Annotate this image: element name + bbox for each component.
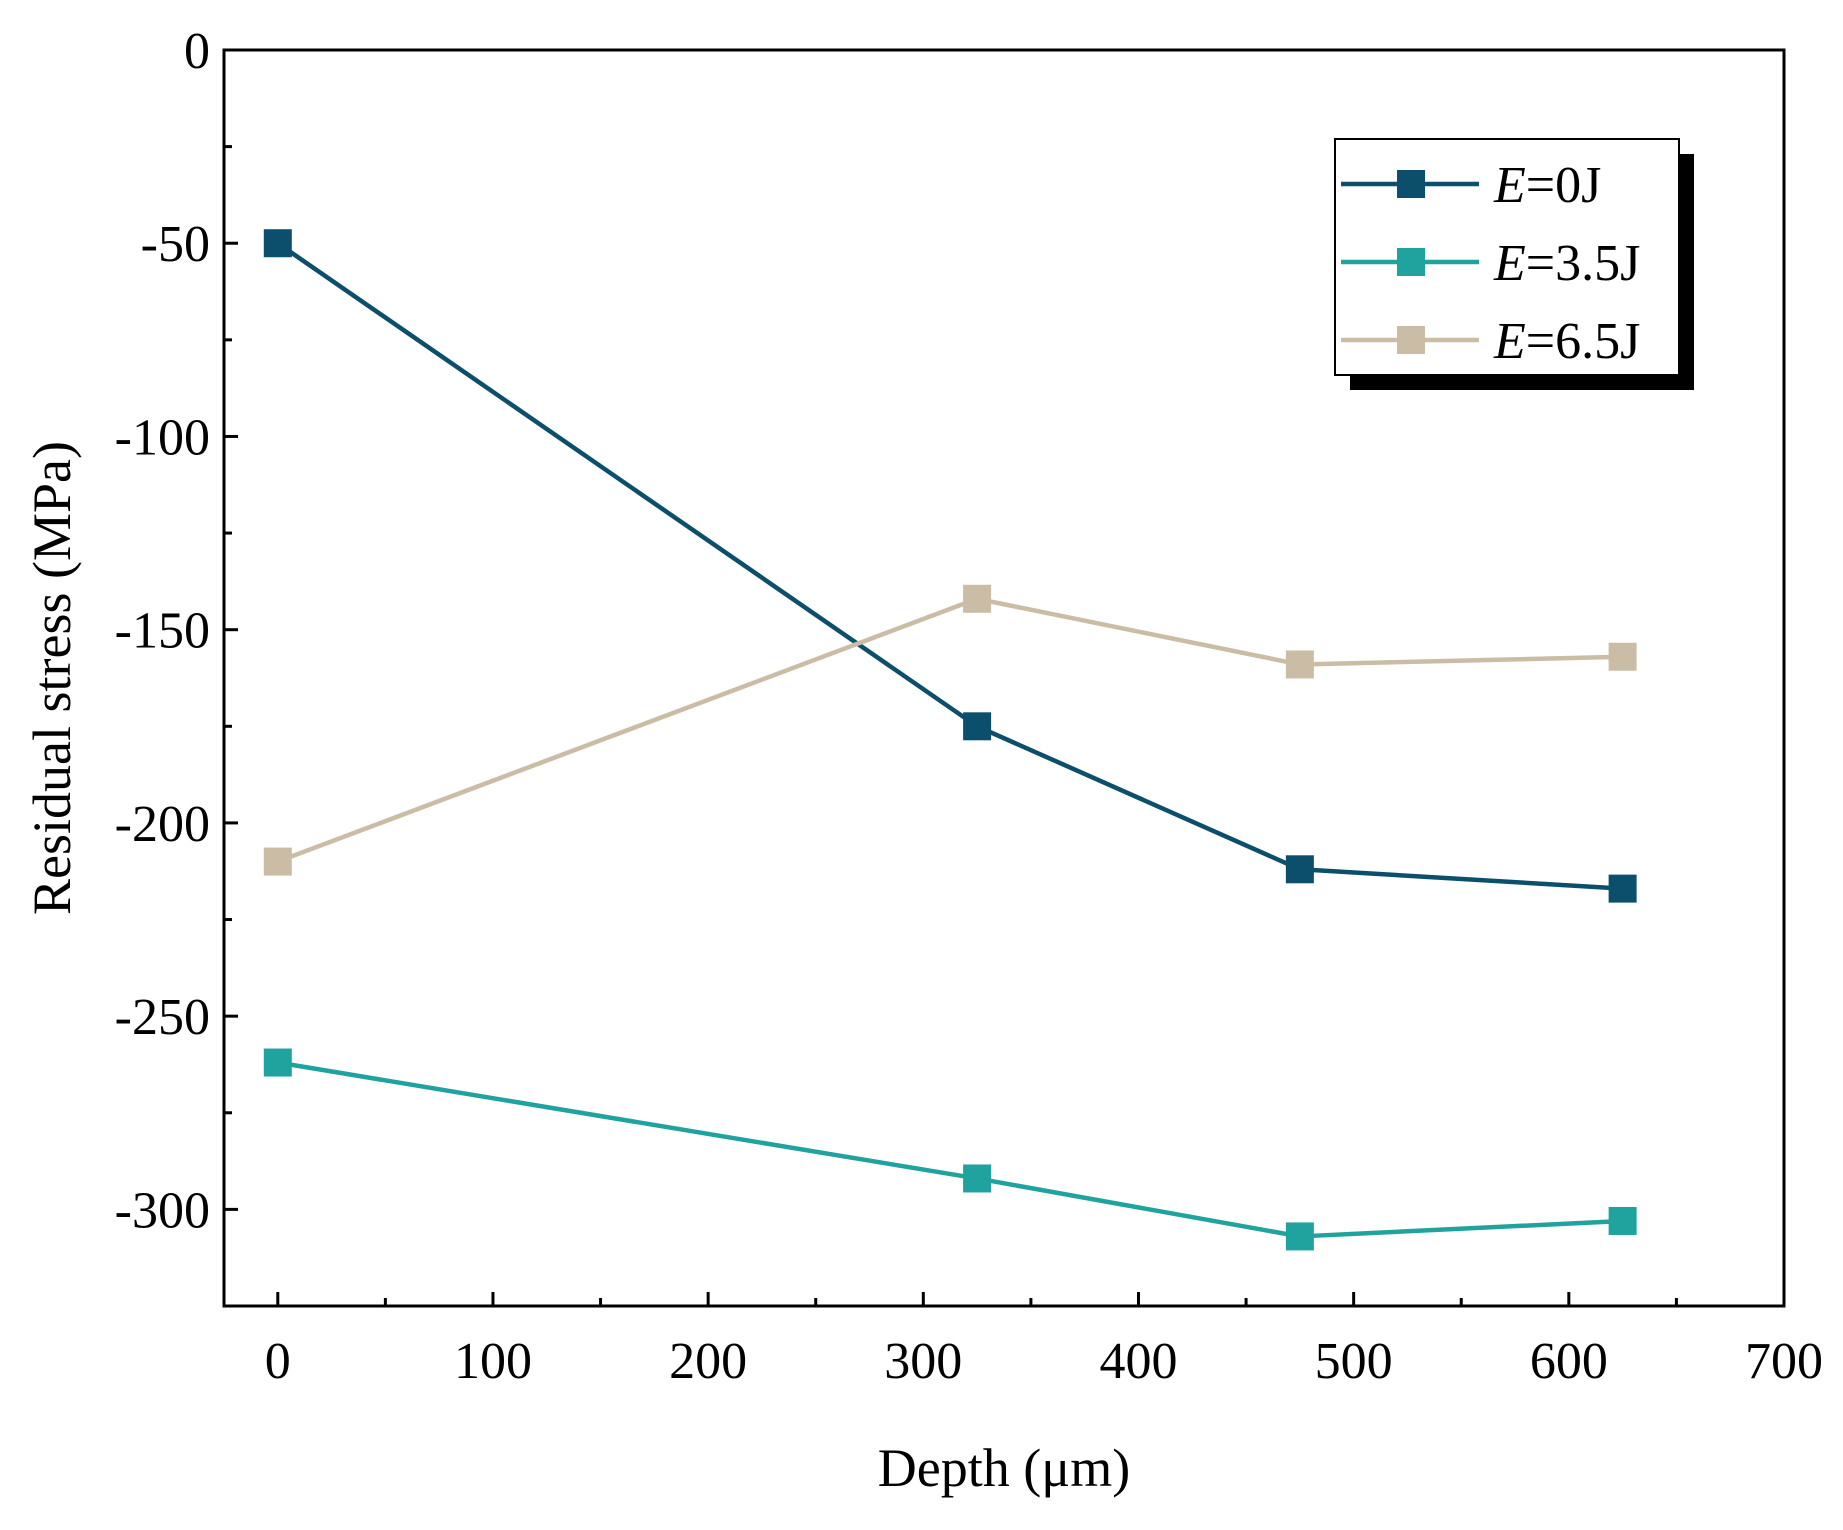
data-point [1608, 642, 1637, 671]
y-axis-title: Residual stress (MPa) [22, 441, 82, 915]
y-tick-label: -200 [115, 796, 210, 853]
data-point [263, 1048, 292, 1077]
legend-marker [1397, 326, 1425, 354]
series-line [276, 241, 1623, 891]
legend-marker [1397, 170, 1425, 198]
x-tick-label: 300 [884, 1333, 962, 1390]
legend-label: E=6.5J [1493, 313, 1640, 370]
y-tick-label: -250 [115, 989, 210, 1046]
data-point [963, 584, 992, 613]
x-axis-title: Depth (μm) [878, 1438, 1130, 1498]
y-tick-label: -150 [115, 603, 210, 660]
plot-frame [222, 48, 1786, 1308]
legend-label: E=0J [1493, 157, 1601, 214]
x-tick-label: 100 [454, 1333, 532, 1390]
x-tick-label: 600 [1530, 1333, 1608, 1390]
data-point [963, 1164, 992, 1193]
x-tick-label: 500 [1315, 1333, 1393, 1390]
data-point [1285, 1222, 1314, 1251]
legend: E=0J E=3.5J E=6.5J [1334, 138, 1694, 390]
series-line [277, 1060, 1623, 1239]
series-line [277, 596, 1623, 864]
x-tick-label: 700 [1745, 1333, 1823, 1390]
legend-marker [1397, 248, 1425, 276]
data-point [1285, 855, 1314, 884]
data-point [263, 847, 292, 876]
legend-label: E=3.5J [1493, 235, 1640, 292]
y-tick-label: -100 [115, 409, 210, 466]
data-point [1608, 874, 1637, 903]
data-point [963, 712, 992, 741]
x-tick-label: 0 [265, 1333, 291, 1390]
y-tick-label: -50 [141, 216, 210, 273]
data-point [263, 229, 292, 258]
data-point [1285, 650, 1314, 679]
x-tick-label: 200 [669, 1333, 747, 1390]
y-tick-label: -300 [115, 1182, 210, 1239]
legend-box [1334, 138, 1680, 376]
x-tick-label: 400 [1099, 1333, 1177, 1390]
data-point [1608, 1206, 1637, 1235]
y-tick-label: 0 [184, 23, 210, 80]
